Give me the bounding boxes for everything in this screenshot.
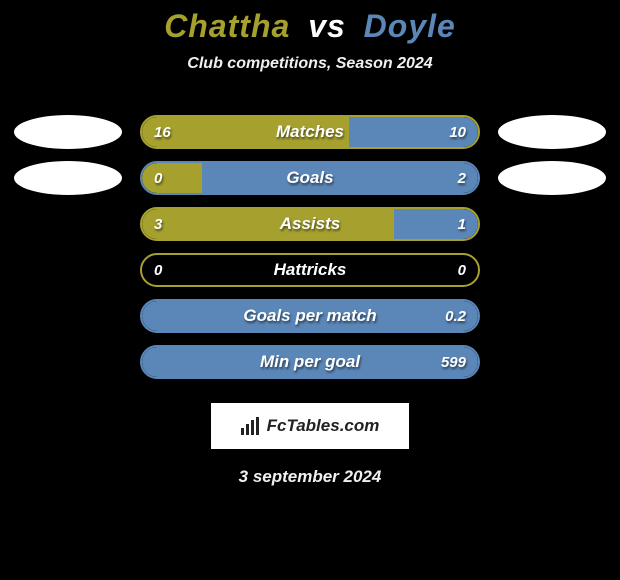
player1-oval [14, 115, 122, 149]
stat-value-left: 0 [154, 262, 162, 279]
stat-bar: 0Goals2 [140, 161, 480, 195]
bar-fill-player2 [142, 347, 478, 377]
bar-fill-player1 [142, 163, 202, 193]
comparison-title: Chattha vs Doyle [164, 8, 456, 45]
date-text: 3 september 2024 [239, 467, 382, 487]
stat-row: Goals per match0.2 [84, 299, 536, 333]
bar-fill-player1 [142, 209, 394, 239]
stat-value-left: 0 [154, 170, 162, 187]
stat-bar: Goals per match0.2 [140, 299, 480, 333]
player2-oval [498, 161, 606, 195]
stat-bar: 3Assists1 [140, 207, 480, 241]
vs-text: vs [308, 8, 346, 44]
stat-value-left: 16 [154, 124, 171, 141]
stat-row: Min per goal599 [84, 345, 536, 379]
stat-row: 0Hattricks0 [84, 253, 536, 287]
logo-text: FcTables.com [241, 416, 380, 436]
player2-name: Doyle [364, 8, 456, 44]
bars-root: 16Matches100Goals23Assists10Hattricks0Go… [84, 115, 536, 391]
stat-value-left: 3 [154, 216, 162, 233]
bar-fill-player2 [142, 301, 478, 331]
stat-label: Hattricks [142, 260, 478, 280]
stat-value-right: 599 [441, 354, 466, 371]
stat-bar: 0Hattricks0 [140, 253, 480, 287]
stat-value-right: 2 [458, 170, 466, 187]
stats-comparison-container: Chattha vs Doyle Club competitions, Seas… [0, 0, 620, 580]
bar-fill-player2 [202, 163, 478, 193]
bar-fill-player1 [142, 117, 349, 147]
player1-name: Chattha [164, 8, 290, 44]
stat-value-right: 1 [458, 216, 466, 233]
logo-label: FcTables.com [267, 416, 380, 436]
stat-value-right: 0.2 [445, 308, 466, 325]
logo-box[interactable]: FcTables.com [211, 403, 409, 449]
stat-row: 0Goals2 [84, 161, 536, 195]
stat-bar: 16Matches10 [140, 115, 480, 149]
stat-row: 3Assists1 [84, 207, 536, 241]
subtitle: Club competitions, Season 2024 [187, 55, 432, 73]
player1-oval [14, 161, 122, 195]
stat-value-right: 0 [458, 262, 466, 279]
stat-row: 16Matches10 [84, 115, 536, 149]
bars-chart-icon [241, 417, 261, 435]
stat-value-right: 10 [449, 124, 466, 141]
player2-oval [498, 115, 606, 149]
stat-bar: Min per goal599 [140, 345, 480, 379]
